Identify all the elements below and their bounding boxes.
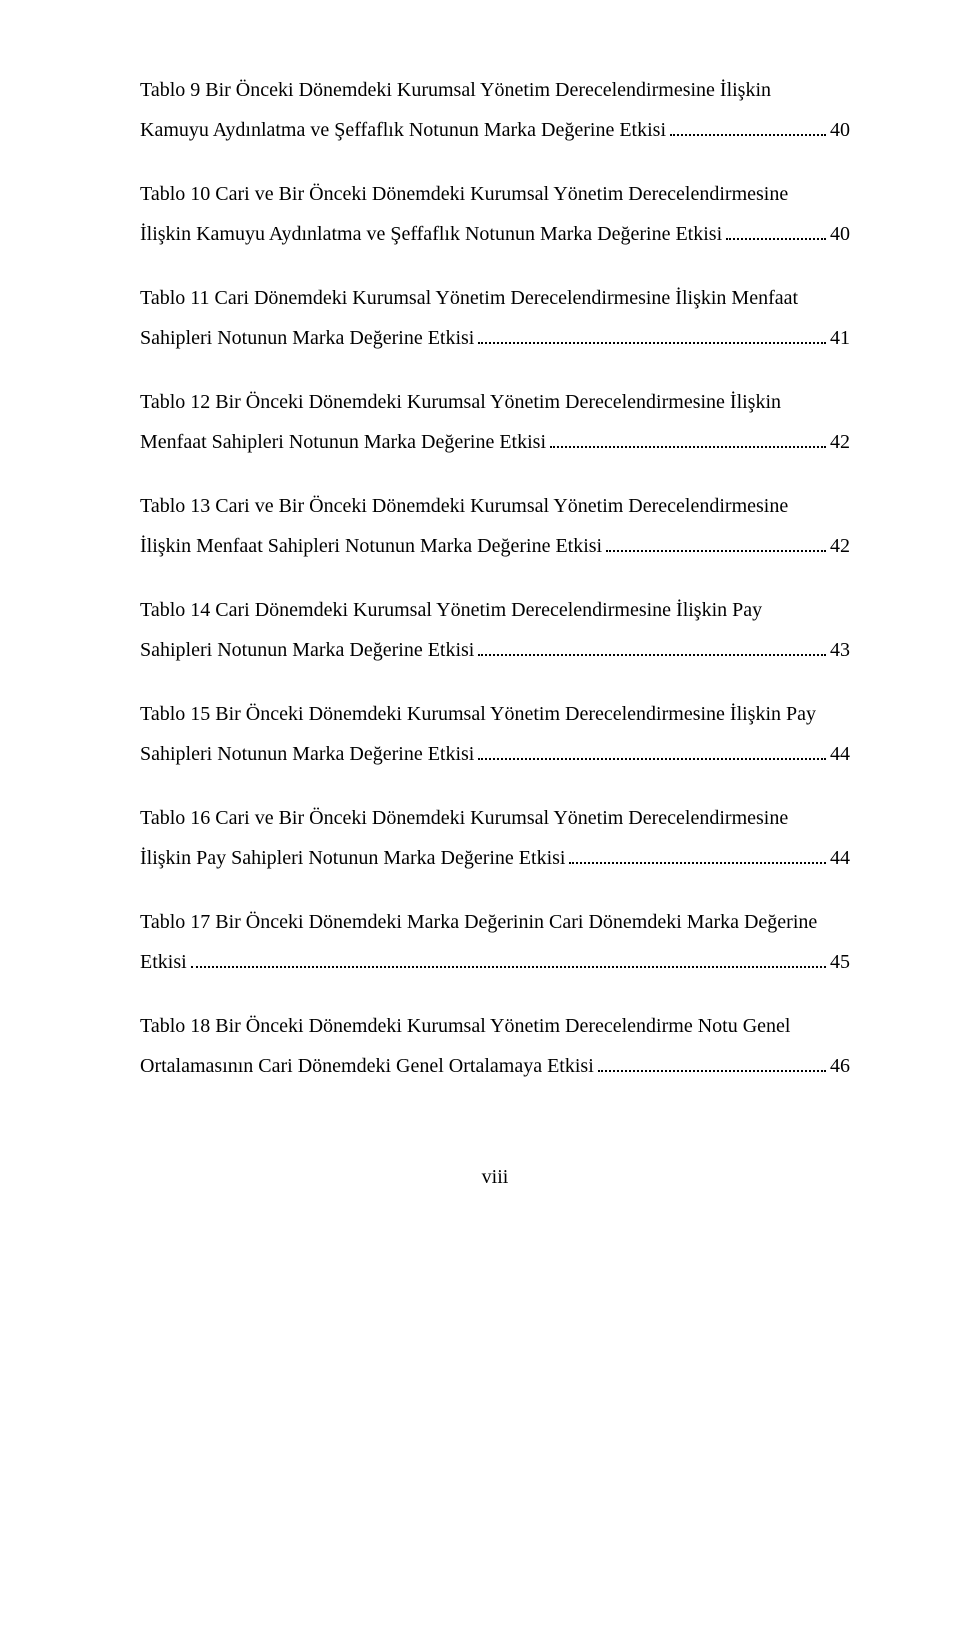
toc-page-number: 40 [830, 214, 850, 254]
toc-text-last: Etkisi [140, 942, 187, 982]
toc-leader-dots [569, 862, 826, 864]
toc-text-line1: Tablo 9 Bir Önceki Dönemdeki Kurumsal Yö… [140, 70, 850, 110]
toc-page-number: 40 [830, 110, 850, 150]
toc-entry: Tablo 16 Cari ve Bir Önceki Dönemdeki Ku… [140, 798, 850, 878]
toc-text-last: Sahipleri Notunun Marka Değerine Etkisi [140, 734, 474, 774]
toc-entry: Tablo 18 Bir Önceki Dönemdeki Kurumsal Y… [140, 1006, 850, 1086]
toc-page-number: 43 [830, 630, 850, 670]
toc-page-number: 42 [830, 526, 850, 566]
toc-text-last: Kamuyu Aydınlatma ve Şeffaflık Notunun M… [140, 110, 666, 150]
toc-leader-dots [726, 238, 826, 240]
toc-text-line1: Tablo 18 Bir Önceki Dönemdeki Kurumsal Y… [140, 1006, 850, 1046]
toc-leader-dots [550, 446, 826, 448]
toc-text-last: İlişkin Pay Sahipleri Notunun Marka Değe… [140, 838, 565, 878]
toc-leader-dots [670, 134, 826, 136]
toc-leader-dots [478, 758, 826, 760]
toc-text-line1: Tablo 10 Cari ve Bir Önceki Dönemdeki Ku… [140, 174, 850, 214]
toc-leader-dots [598, 1070, 826, 1072]
toc-entry: Tablo 14 Cari Dönemdeki Kurumsal Yönetim… [140, 590, 850, 670]
toc-leader-dots [478, 342, 826, 344]
toc-leader-dots [606, 550, 826, 552]
toc-text-last: İlişkin Menfaat Sahipleri Notunun Marka … [140, 526, 602, 566]
toc-page-number: 41 [830, 318, 850, 358]
toc-text-line1: Tablo 15 Bir Önceki Dönemdeki Kurumsal Y… [140, 694, 850, 734]
page-footer-number: viii [140, 1166, 850, 1189]
toc-page-number: 44 [830, 838, 850, 878]
toc-entry: Tablo 9 Bir Önceki Dönemdeki Kurumsal Yö… [140, 70, 850, 150]
toc-entry: Tablo 11 Cari Dönemdeki Kurumsal Yönetim… [140, 278, 850, 358]
toc-text-line1: Tablo 12 Bir Önceki Dönemdeki Kurumsal Y… [140, 382, 850, 422]
toc-page-number: 46 [830, 1046, 850, 1086]
toc-entry: Tablo 17 Bir Önceki Dönemdeki Marka Değe… [140, 902, 850, 982]
toc-text-last: Sahipleri Notunun Marka Değerine Etkisi [140, 318, 474, 358]
toc-text-last: Ortalamasının Cari Dönemdeki Genel Ortal… [140, 1046, 594, 1086]
toc-entry: Tablo 10 Cari ve Bir Önceki Dönemdeki Ku… [140, 174, 850, 254]
toc-page-number: 44 [830, 734, 850, 774]
toc-list: Tablo 9 Bir Önceki Dönemdeki Kurumsal Yö… [140, 70, 850, 1086]
toc-text-last: İlişkin Kamuyu Aydınlatma ve Şeffaflık N… [140, 214, 722, 254]
toc-entry: Tablo 13 Cari ve Bir Önceki Dönemdeki Ku… [140, 486, 850, 566]
toc-text-last: Menfaat Sahipleri Notunun Marka Değerine… [140, 422, 546, 462]
toc-text-line1: Tablo 16 Cari ve Bir Önceki Dönemdeki Ku… [140, 798, 850, 838]
toc-entry: Tablo 12 Bir Önceki Dönemdeki Kurumsal Y… [140, 382, 850, 462]
toc-leader-dots [191, 966, 826, 968]
toc-page-number: 45 [830, 942, 850, 982]
toc-leader-dots [478, 654, 826, 656]
toc-entry: Tablo 15 Bir Önceki Dönemdeki Kurumsal Y… [140, 694, 850, 774]
toc-text-line1: Tablo 11 Cari Dönemdeki Kurumsal Yönetim… [140, 278, 850, 318]
toc-text-line1: Tablo 17 Bir Önceki Dönemdeki Marka Değe… [140, 902, 850, 942]
toc-text-line1: Tablo 13 Cari ve Bir Önceki Dönemdeki Ku… [140, 486, 850, 526]
toc-page-number: 42 [830, 422, 850, 462]
toc-text-last: Sahipleri Notunun Marka Değerine Etkisi [140, 630, 474, 670]
toc-text-line1: Tablo 14 Cari Dönemdeki Kurumsal Yönetim… [140, 590, 850, 630]
